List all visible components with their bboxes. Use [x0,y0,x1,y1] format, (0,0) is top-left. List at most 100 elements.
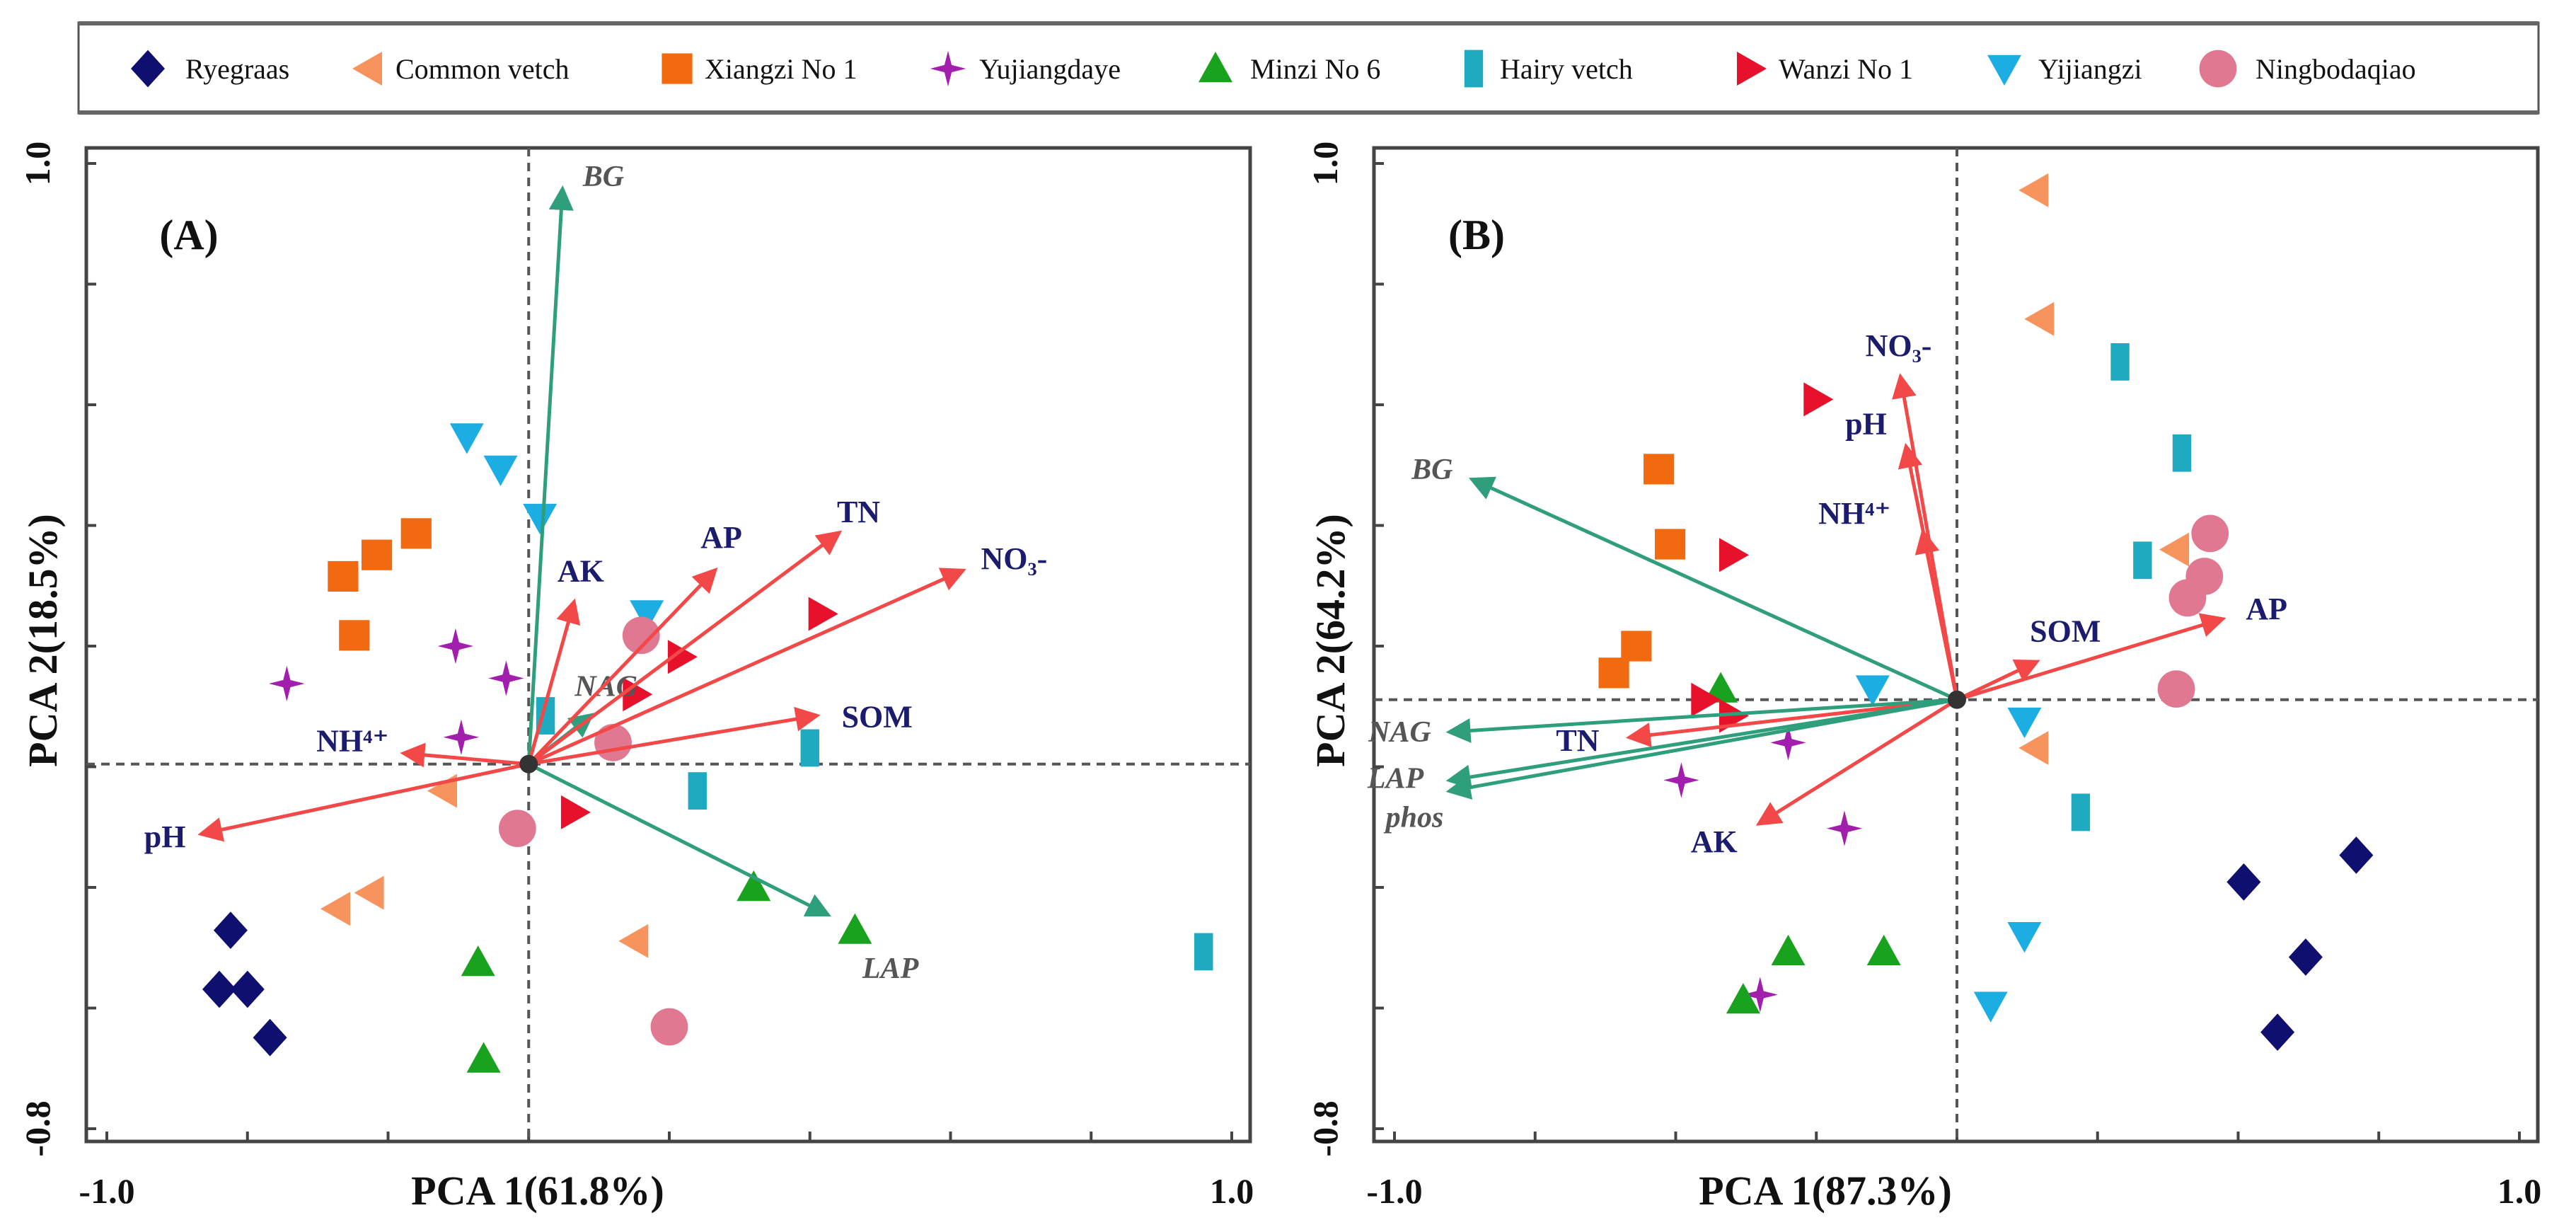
data-point [1771,934,1806,966]
arrow-line [1445,698,1958,743]
data-point [461,945,495,977]
data-point [2157,670,2195,708]
loading-arrow: NH⁴⁺ [316,724,529,768]
data-point [838,913,872,944]
arrow-label: NO₃- [981,541,1047,576]
loading-arrow: AP [1956,592,2287,702]
data-point [1719,698,1749,733]
data-point [622,616,660,655]
arrow-label: BG [1411,454,1452,486]
data-point [650,1008,688,1046]
x-tick-label: -1.0 [79,1171,134,1211]
arrow-line [1755,698,1958,826]
legend-marker-triangle-right-icon [1737,52,1767,86]
data-point [2024,301,2055,336]
y-tick-label: 1.0 [1305,142,1345,186]
data-point [2110,343,2130,381]
x-axis-title: PCA 1(61.8%) [411,1168,664,1214]
data-point [2007,922,2042,953]
arrow-label: AK [1691,824,1738,859]
arrow-line [1468,476,1958,702]
legend-marker-triangle-left-icon [352,52,382,86]
loading-arrow: NAG [1368,698,1958,749]
legend-label: Ningbodaqiao [2256,53,2416,85]
loading-arrow: SOM [528,700,913,766]
loading-arrow: NO₃- [528,541,1047,766]
data-point [667,640,698,674]
legend-marker-triangle-down-icon [1987,54,2021,86]
arrow-line [528,706,821,766]
arrow-line [527,530,843,766]
data-point [400,518,432,549]
y-tick-label: -0.8 [18,1100,57,1156]
series-xiangzi-no-1 [1598,454,1686,689]
data-point [320,892,350,926]
legend-label: Minzi No 6 [1250,53,1380,85]
legend-item: Minzi No 6 [1199,52,1380,85]
legend-label: Ryegraas [185,53,289,85]
data-point [2191,514,2229,553]
data-point [1742,977,1778,1013]
data-point [1770,725,1806,761]
arrow-label: LAP [1367,762,1424,795]
data-point [1973,991,2008,1023]
arrow-line [526,185,574,764]
arrow-label: pH [1845,407,1887,442]
legend-box [77,21,2540,115]
legend-label: Yujiangdaye [979,53,1121,85]
series-yujiangdaye [269,628,524,755]
panel-label: (B) [1448,212,1505,258]
arrow-label: phos [1384,802,1444,834]
loading-arrow: LAP [528,762,919,985]
data-point [1654,529,1686,560]
data-point [2226,863,2261,901]
arrow-line [1625,698,1958,748]
legend-label: Wanzi No 1 [1779,53,1913,85]
data-point [498,810,536,848]
loading-arrow: BG [1411,454,1958,702]
arrow-line [1956,659,2040,702]
legend-item: Yujiangdaye [930,50,1121,87]
data-point [1866,934,1901,966]
data-point [488,660,524,696]
data-point [466,1042,501,1073]
x-tick-label: 1.0 [2497,1171,2542,1211]
arrow-label: BG [582,161,624,193]
data-point [483,455,518,486]
x-tick-label: -1.0 [1366,1171,1422,1211]
panel-b: NO₃- pH NH⁴⁺ SOM AP TN AK BG NAG LAP phos (B) -1.0 1.… [1305,142,2541,1214]
legend-label: Yijiangzi [2038,53,2142,85]
origin-dot [1948,690,1966,709]
series-ningbodaqiao [498,616,688,1046]
panel-label: (A) [159,212,218,258]
loading-arrow: NH⁴⁺ [1818,496,1959,701]
legend-item: Yijiangzi [1987,53,2142,86]
data-point [2007,707,2042,739]
data-point [594,724,632,761]
series-wanzi-no-1 [560,597,838,829]
data-point [808,597,838,631]
data-point [1826,810,1863,846]
origin-dot [519,754,538,773]
data-point [1598,657,1629,689]
data-point [339,620,370,651]
data-point [437,628,474,664]
data-point [2018,173,2049,207]
data-point [1691,682,1721,717]
loading-arrow: TN [527,495,880,766]
x-axis-title: PCA 1(87.3%) [1699,1168,1952,1214]
arrow-line [1445,698,1958,800]
data-point [2339,836,2374,874]
data-point [618,923,649,958]
series-wanzi-no-1 [1691,382,1834,733]
data-point [800,729,819,767]
loading-arrow: SOM [1956,614,2101,702]
data-point [1644,454,1675,485]
arrow-label: NH⁴⁺ [316,724,388,759]
legend-label: Common vetch [395,53,570,85]
loading-arrow: AK [526,553,604,765]
data-point [2133,541,2152,580]
arrow-label: SOM [842,700,913,735]
arrow-label: NH⁴⁺ [1818,496,1890,531]
arrow-label: NAG [574,671,637,703]
